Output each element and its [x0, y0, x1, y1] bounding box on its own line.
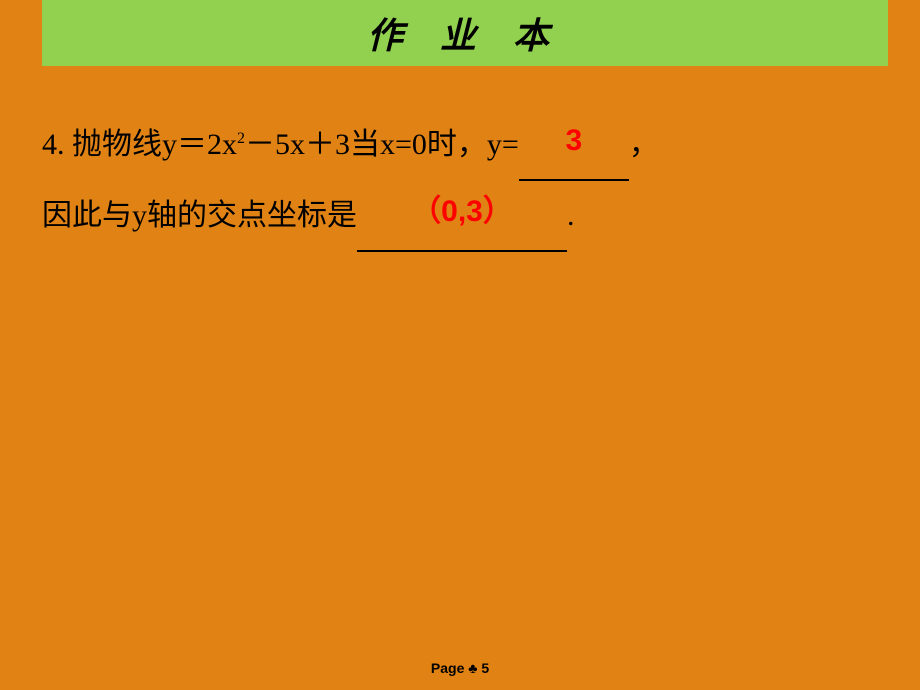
blank-1: 3	[519, 110, 629, 181]
problem-line-2: 因此与y轴的交点坐标是 （0,3）.	[42, 181, 888, 252]
text-segment: ，	[629, 128, 659, 161]
problem-4: 4. 抛物线y＝2x2－5x＋3当x=0时，y= 3 ， 因此与y轴的交点坐标是 （0…	[42, 110, 888, 252]
problem-line-1: 4. 抛物线y＝2x2－5x＋3当x=0时，y= 3 ，	[42, 110, 888, 181]
text-segment: .	[567, 199, 575, 232]
blank-2: （0,3）	[357, 181, 567, 252]
problem-number: 4.	[42, 128, 65, 161]
answer-1: 3	[566, 124, 583, 157]
content-area: 4. 抛物线y＝2x2－5x＋3当x=0时，y= 3 ， 因此与y轴的交点坐标是 （0…	[42, 110, 888, 252]
answer-2: （0,3）	[411, 195, 513, 228]
text-segment: －5x＋3当x=0时，y=	[245, 128, 519, 161]
header-bar: 作 业 本	[42, 0, 888, 66]
page-title: 作 业 本	[367, 7, 563, 59]
exponent: 2	[237, 130, 245, 147]
text-segment: 因此与y轴的交点坐标是	[42, 199, 357, 232]
page-number: Page ♣ 5	[431, 660, 489, 676]
text-segment: 抛物线y＝2x	[65, 128, 238, 161]
page-footer: Page ♣ 5	[0, 660, 920, 676]
